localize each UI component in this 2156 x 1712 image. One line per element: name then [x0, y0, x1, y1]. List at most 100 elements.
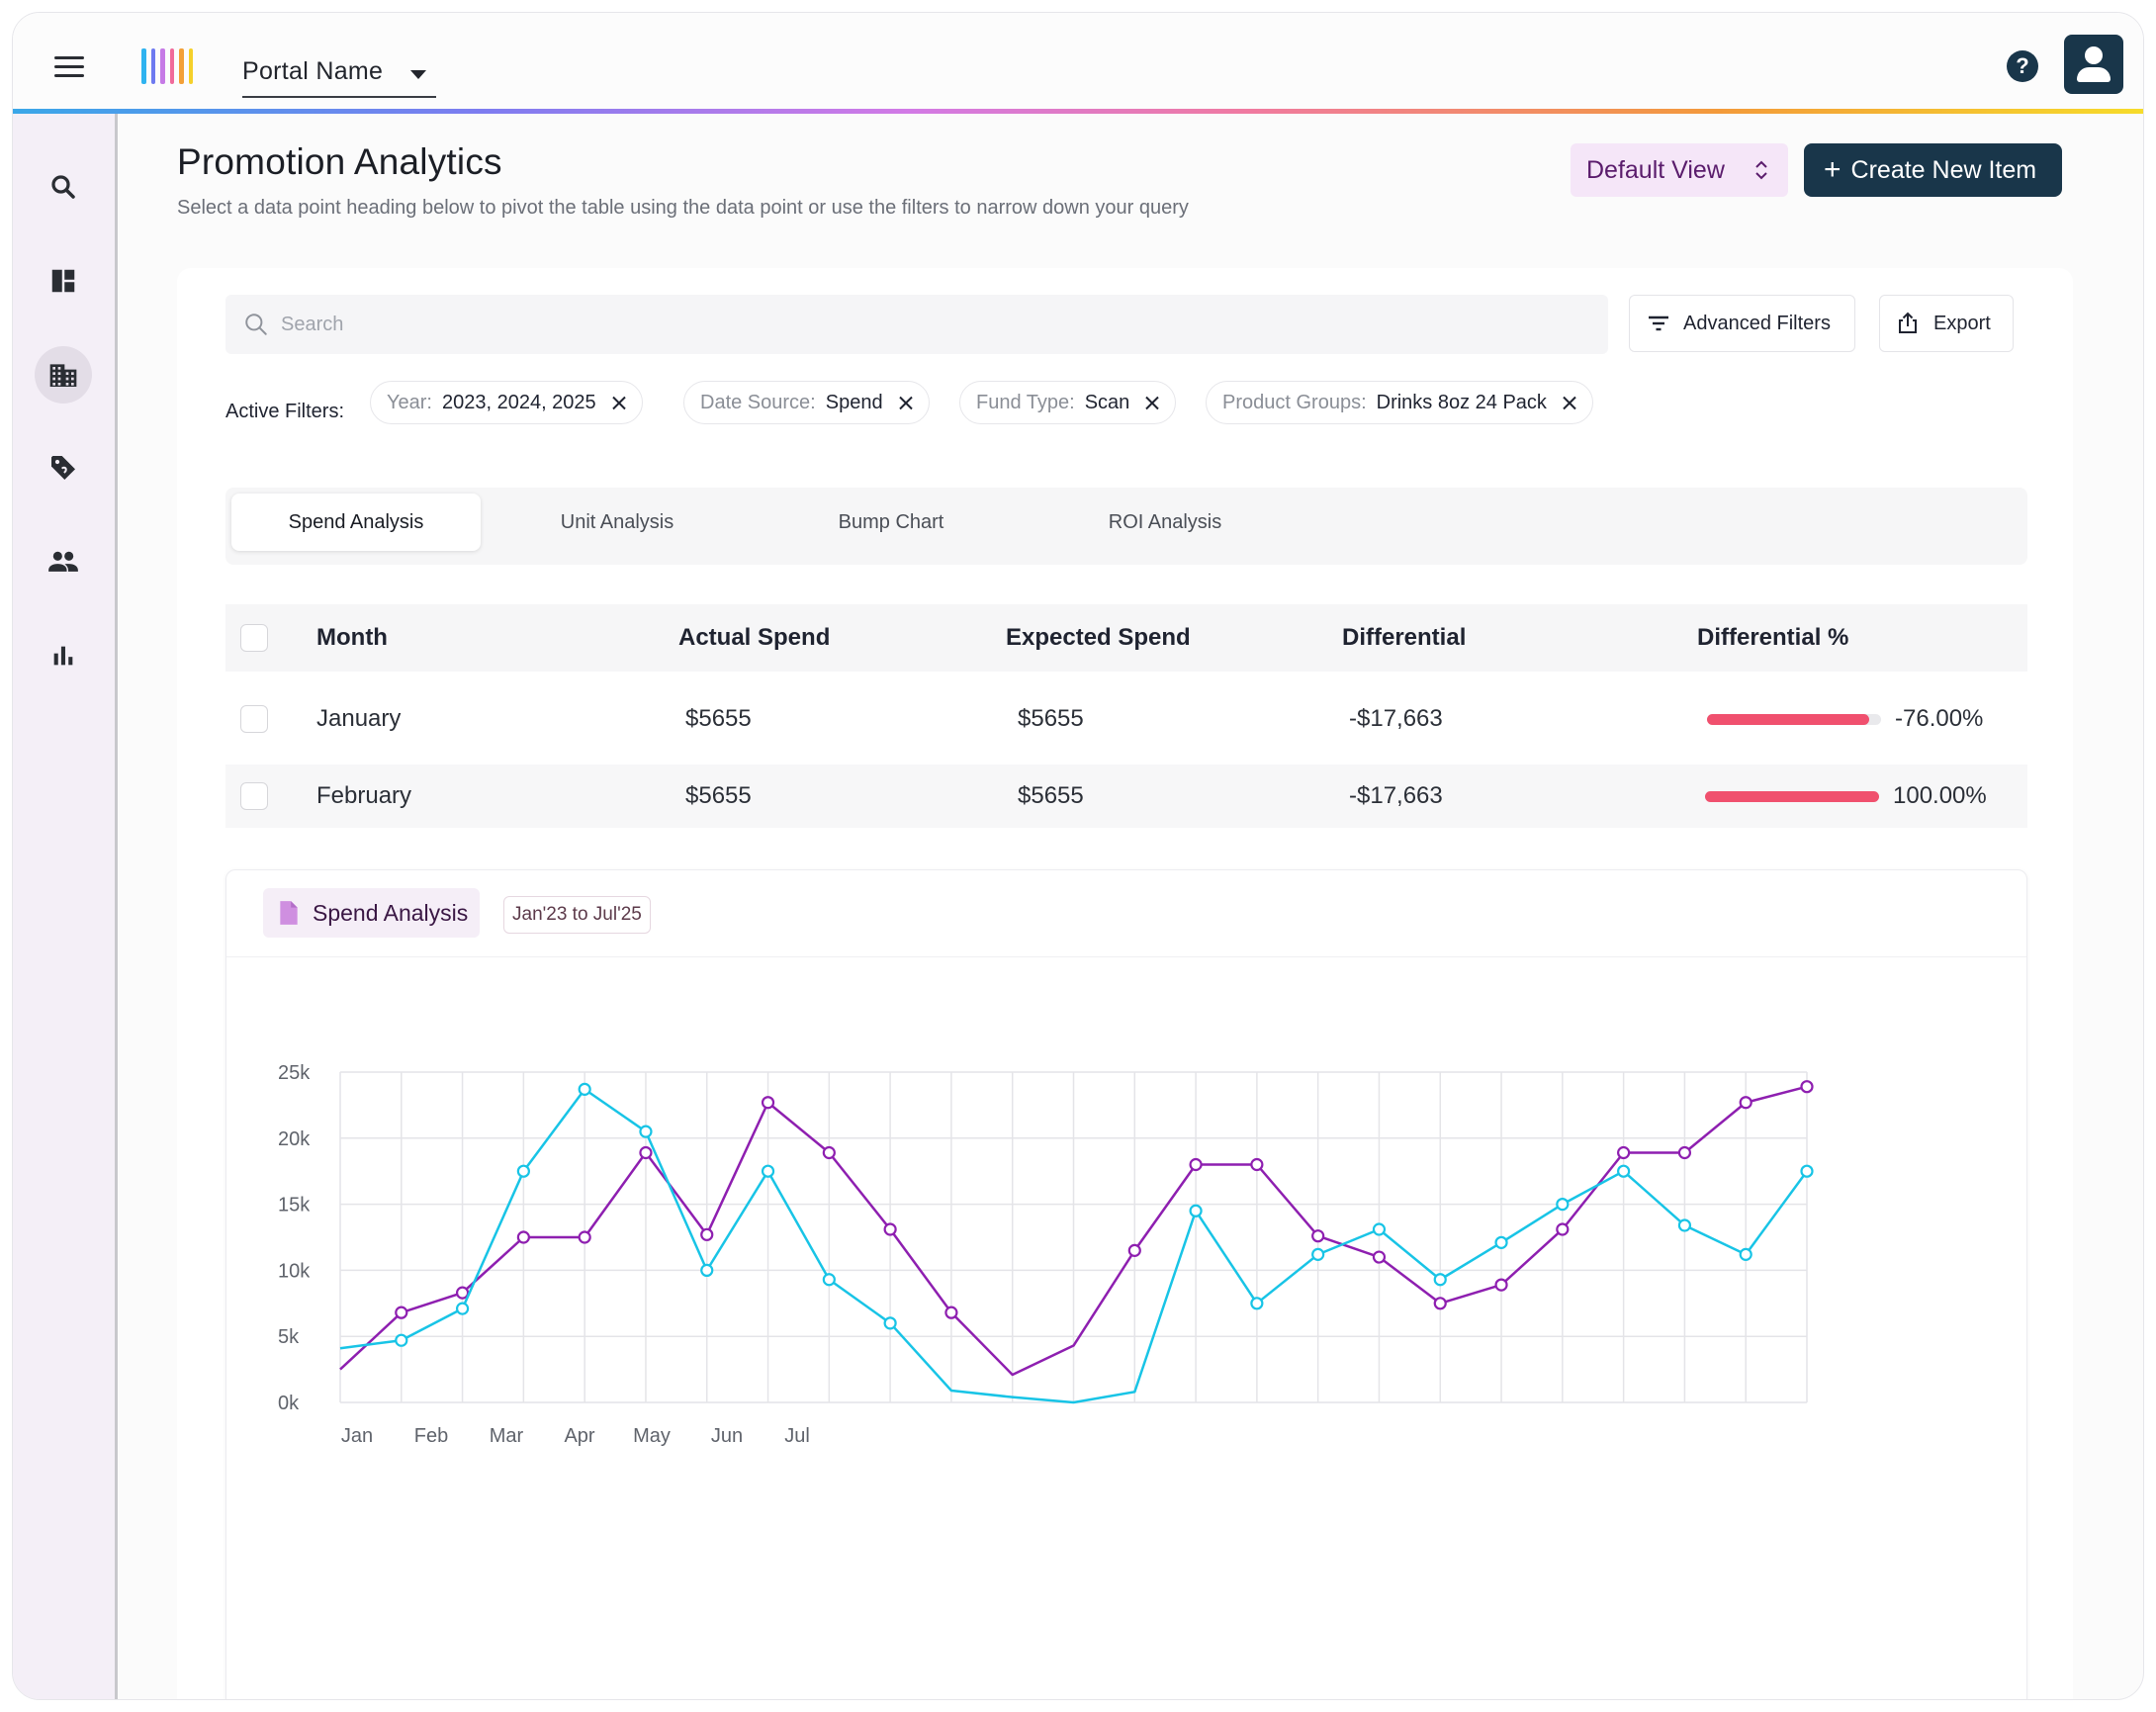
data-point	[1372, 1222, 1387, 1236]
cell-differential: -$17,663	[1349, 705, 1443, 732]
cell-month: January	[316, 705, 402, 732]
sidebar-item-organization[interactable]	[35, 346, 92, 404]
user-icon	[2085, 46, 2103, 64]
dashboard-icon	[51, 269, 75, 293]
cell-differential: -$17,663	[1349, 782, 1443, 809]
sidebar	[13, 114, 118, 1699]
sidebar-item-dashboard[interactable]	[35, 252, 92, 310]
logo-stripe	[169, 48, 174, 84]
tab-unit-analysis[interactable]: Unit Analysis	[560, 510, 674, 533]
logo-stripe	[141, 48, 146, 84]
search-icon	[245, 314, 267, 335]
app-window: Portal Name ? Promotion Analytics	[12, 12, 2144, 1700]
column-header-month[interactable]: Month	[316, 624, 388, 651]
data-point	[516, 1230, 530, 1244]
sidebar-item-search[interactable]	[35, 158, 92, 216]
data-point	[761, 1096, 775, 1110]
filter-chip-key: Fund Type:	[976, 391, 1075, 413]
chart-card-header: Spend Analysis Jan'23 to Jul'25	[226, 870, 2026, 957]
column-header-differential[interactable]: Differential	[1342, 624, 1467, 651]
data-point	[639, 1145, 653, 1160]
data-point	[1556, 1222, 1570, 1236]
data-point	[1494, 1278, 1508, 1292]
page-subtitle: Select a data point heading below to piv…	[177, 197, 1189, 219]
document-icon	[280, 901, 298, 925]
export-button[interactable]: Export	[1879, 295, 2014, 352]
tab-spend-analysis[interactable]: Spend Analysis	[231, 494, 481, 551]
row-checkbox[interactable]	[240, 782, 268, 810]
create-new-item-button[interactable]: + Create New Item	[1804, 143, 2062, 197]
help-icon[interactable]: ?	[2007, 50, 2038, 82]
data-point	[1433, 1273, 1447, 1287]
close-icon[interactable]	[1563, 396, 1576, 409]
data-point	[1311, 1247, 1325, 1261]
search-input[interactable]	[281, 313, 1608, 336]
data-point	[578, 1230, 591, 1244]
y-tick-label: 15k	[278, 1195, 311, 1216]
row-checkbox[interactable]	[240, 705, 268, 733]
default-view-select[interactable]: Default View	[1571, 143, 1788, 197]
building-icon	[49, 364, 77, 387]
filter-chip-year: Year: 2023, 2024, 2025	[370, 381, 643, 424]
caret-down-icon	[410, 70, 426, 79]
avatar[interactable]	[2064, 35, 2123, 94]
table-row[interactable]: January $5655 $5655 -$17,663 -76.00%	[225, 687, 2027, 751]
tag-icon	[51, 456, 75, 480]
data-point	[1556, 1198, 1570, 1212]
y-tick-label: 25k	[278, 1062, 311, 1084]
cell-month: February	[316, 782, 412, 809]
data-point	[578, 1082, 591, 1096]
column-header-differential-pct[interactable]: Differential %	[1697, 624, 1849, 651]
portal-selector[interactable]: Portal Name	[242, 46, 436, 98]
filter-chip-fund-type: Fund Type: Scan	[959, 381, 1177, 424]
brand-logo	[141, 48, 193, 84]
sidebar-item-promotions[interactable]	[35, 439, 92, 496]
filter-chip-value: 2023, 2024, 2025	[441, 391, 596, 413]
differential-bar	[1705, 791, 1879, 802]
cell-actual-spend: $5655	[685, 782, 752, 809]
logo-stripe	[179, 48, 184, 84]
data-point	[1739, 1096, 1752, 1110]
column-header-expected-spend[interactable]: Expected Spend	[1006, 624, 1191, 651]
table-row[interactable]: February $5655 $5655 -$17,663 100.00%	[225, 765, 2027, 828]
data-point	[1617, 1145, 1631, 1160]
spend-analysis-chart-card: Spend Analysis Jan'23 to Jul'25 0k 5k 10k 1…	[225, 869, 2027, 1699]
spend-line-chart: 0k 5k 10k 15k 20k 25k Jan Feb Mar Apr May Jun Jul	[278, 1062, 1814, 1447]
tab-roi-analysis[interactable]: ROI Analysis	[1108, 510, 1222, 533]
sidebar-item-users[interactable]	[35, 533, 92, 590]
filter-chip-value: Drinks 8oz 24 Pack	[1376, 391, 1547, 413]
x-tick-label: Jul	[784, 1425, 810, 1447]
data-point	[883, 1316, 897, 1330]
logo-stripe	[150, 48, 155, 84]
select-all-checkbox[interactable]	[240, 624, 268, 652]
create-new-item-label: Create New Item	[1850, 155, 2037, 184]
hamburger-menu-icon[interactable]	[54, 56, 84, 78]
advanced-filters-button[interactable]: Advanced Filters	[1629, 295, 1855, 352]
share-icon	[1899, 312, 1917, 333]
data-point	[822, 1145, 836, 1160]
close-icon[interactable]	[1145, 396, 1159, 409]
x-tick-label: Mar	[490, 1425, 524, 1447]
top-bar: Portal Name ?	[13, 13, 2143, 112]
x-tick-label: Jun	[711, 1425, 743, 1447]
people-icon	[48, 551, 78, 572]
cell-differential-pct: 100.00%	[1893, 782, 1987, 809]
data-point	[1677, 1145, 1692, 1160]
sort-arrows-icon	[1755, 160, 1767, 180]
sidebar-item-reports[interactable]	[35, 627, 92, 684]
data-point	[1311, 1229, 1325, 1243]
data-point	[516, 1164, 530, 1178]
data-point	[1189, 1204, 1203, 1217]
search-field[interactable]	[225, 295, 1608, 354]
active-filters-label: Active Filters:	[225, 401, 345, 422]
tab-bump-chart[interactable]: Bump Chart	[838, 510, 944, 533]
y-tick-label: 0k	[278, 1393, 300, 1414]
cell-expected-spend: $5655	[1018, 705, 1084, 732]
close-icon[interactable]	[899, 396, 913, 409]
data-point	[1617, 1164, 1631, 1178]
filter-chip-date-source: Date Source: Spend	[683, 381, 930, 424]
data-point	[395, 1333, 408, 1347]
close-icon[interactable]	[612, 396, 626, 409]
column-header-actual-spend[interactable]: Actual Spend	[678, 624, 831, 651]
x-tick-label: Jan	[341, 1425, 373, 1447]
